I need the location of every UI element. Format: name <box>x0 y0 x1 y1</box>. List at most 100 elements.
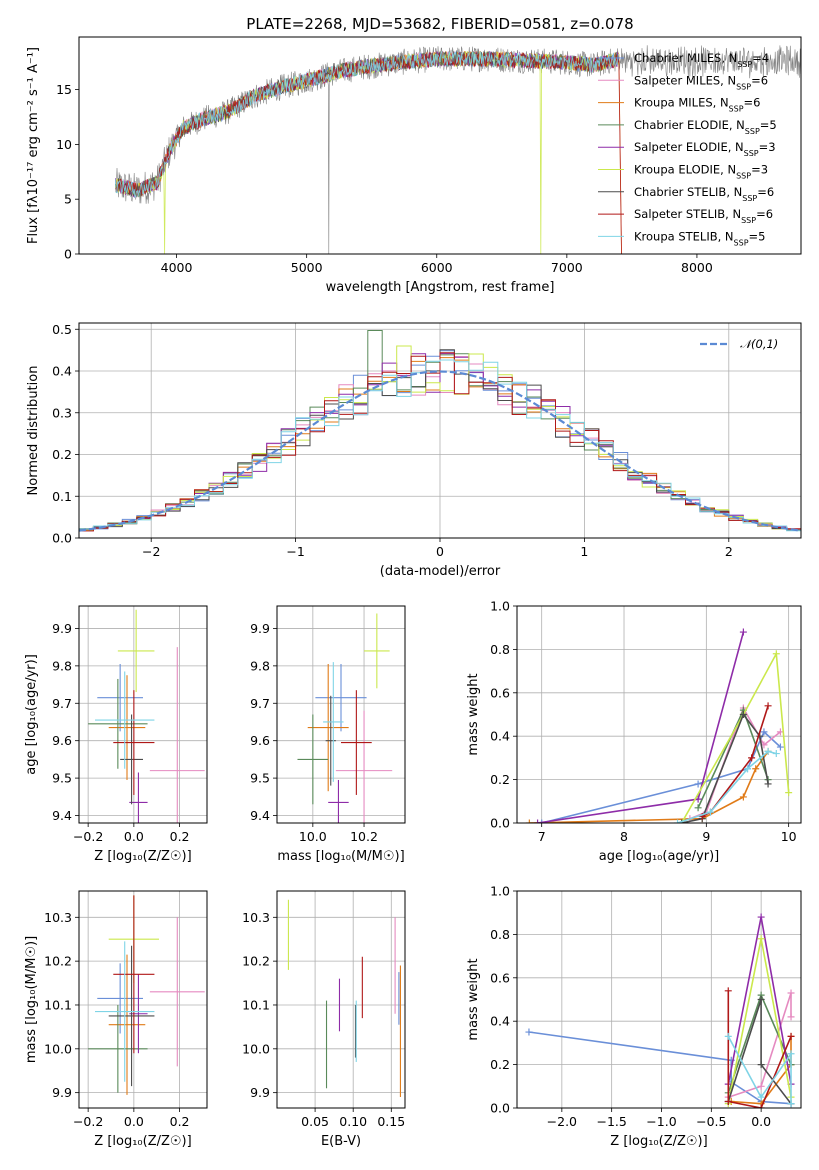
x-tick-label: 0.15 <box>377 1114 405 1129</box>
x-tick-label: −0.2 <box>73 1114 103 1129</box>
x-tick-label: 4000 <box>161 260 193 275</box>
x-axis-label: E(B-V) <box>321 1134 361 1149</box>
x-tick-label: −1 <box>286 544 304 559</box>
y-axis-label: Flux [fλ10⁻¹⁷ erg cm⁻² s⁻¹ A⁻¹] <box>26 47 41 244</box>
age-vs-Z-panel: −0.2 0.0 0.2 9.4 9.5 9.6 9.7 9.8 9.9 Z [log₁₀(Z/Z… <box>24 605 208 864</box>
data-point-marker <box>724 1097 732 1105</box>
data-point-marker <box>757 935 765 943</box>
normal-distribution-curve <box>79 370 801 532</box>
y-tick-label: 9.4 <box>52 808 72 823</box>
y-axis-label: Normed distribution <box>26 366 41 496</box>
y-tick-label: 9.9 <box>250 1085 270 1100</box>
y-tick-label: 9.4 <box>250 808 270 823</box>
x-tick-label: 10.2 <box>350 829 378 844</box>
histograms <box>79 330 801 533</box>
y-tick-label: 0 <box>64 247 72 262</box>
x-tick-label: 6000 <box>421 260 453 275</box>
y-tick-label: 0.2 <box>490 772 510 787</box>
x-tick-label: 9 <box>702 829 710 844</box>
legend-entry: 𝒩(0,1) <box>740 337 778 351</box>
x-tick-label: 0.2 <box>170 829 190 844</box>
legend-entry: Kroupa MILES, NSSP=6 <box>634 96 760 114</box>
x-tick-label: 7000 <box>551 260 583 275</box>
x-tick-label: 0.0 <box>124 1114 144 1129</box>
y-tick-label: 10.0 <box>242 1041 270 1056</box>
data-point-marker <box>757 1082 765 1090</box>
axes-frame <box>78 605 208 824</box>
data-point-marker <box>724 987 732 995</box>
y-tick-label: 5 <box>64 192 72 207</box>
spectrum-lines <box>115 45 801 254</box>
x-tick-label: 8 <box>620 829 628 844</box>
mass-vs-EBV-panel: 0.05 0.10 0.15 9.9 10.0 10.1 10.2 10.3 E(B-V) <box>242 890 406 1149</box>
data-point-marker <box>752 765 760 773</box>
data-point-marker <box>739 793 747 801</box>
x-tick-label: 0.0 <box>751 1114 771 1129</box>
y-tick-label: 1.0 <box>490 599 510 614</box>
y-tick-label: 0.8 <box>490 927 510 942</box>
y-tick-label: 0.8 <box>490 642 510 657</box>
mass-vs-Z-panel: −0.2 0.0 0.2 9.9 10.0 10.1 10.2 10.3 Z [log₁₀(Z/… <box>24 890 208 1149</box>
axes-frame <box>78 322 802 539</box>
weight-series-line <box>727 1036 792 1104</box>
y-tick-label: 10.0 <box>44 1041 72 1056</box>
data-point-marker <box>757 1061 765 1069</box>
weight-series-line <box>701 705 769 818</box>
y-tick-label: 10 <box>56 137 72 152</box>
data-point-marker <box>787 1013 795 1021</box>
y-axis-label: mass [log₁₀(M/M☉)] <box>24 936 39 1063</box>
data-point-marker <box>706 808 714 816</box>
y-tick-label: 0.4 <box>490 729 510 744</box>
y-tick-label: 10.3 <box>44 910 72 925</box>
data-point-marker <box>694 804 702 812</box>
y-tick-label: 0.2 <box>490 1057 510 1072</box>
legend-entry: Salpeter ELODIE, NSSP=3 <box>634 140 776 158</box>
data-point-marker <box>674 819 682 823</box>
data-point-marker <box>772 650 780 658</box>
x-tick-label: 7 <box>538 829 546 844</box>
data-point-marker <box>678 819 686 823</box>
x-tick-label: 5000 <box>291 260 323 275</box>
model-spectrum-line <box>115 50 622 254</box>
y-axis-label: age [log₁₀(age/yr)] <box>24 654 39 775</box>
legend-entry: Salpeter STELIB, NSSP=6 <box>634 207 773 225</box>
y-tick-label: 9.7 <box>250 696 270 711</box>
y-tick-label: 0.3 <box>52 405 72 420</box>
x-axis-label: (data-model)/error <box>380 564 501 579</box>
y-tick-label: 9.7 <box>52 696 72 711</box>
x-tick-label: −1.0 <box>646 1114 676 1129</box>
histogram-step-line <box>79 359 801 532</box>
x-tick-label: −0.5 <box>696 1114 726 1129</box>
y-tick-label: 0.2 <box>52 447 72 462</box>
x-tick-label: 0.0 <box>124 829 144 844</box>
y-tick-label: 0.4 <box>52 364 72 379</box>
data-point-marker <box>739 711 747 718</box>
data-point-marker <box>538 819 546 823</box>
weight-vs-Z-panel: −2.0 −1.5 −1.0 −0.5 0.0 0.0 0.2 0.4 0.6 0.8 1.0 Z [… <box>466 884 802 1149</box>
data-point-marker <box>764 747 772 755</box>
x-tick-label: −2.0 <box>547 1114 577 1129</box>
axes-frame <box>276 890 406 1109</box>
x-axis-label: age [log₁₀(age/yr)] <box>599 849 720 864</box>
x-axis-label: mass [log₁₀(M/M☉)] <box>277 849 404 864</box>
y-tick-label: 1.0 <box>490 884 510 899</box>
error-bars <box>88 895 205 1095</box>
x-tick-label: 0.2 <box>170 1114 190 1129</box>
axes-frame <box>78 890 208 1109</box>
x-axis-label: Z [log₁₀(Z/Z☉)] <box>94 849 191 864</box>
x-axis-label: Z [log₁₀(Z/Z☉)] <box>610 1134 707 1149</box>
error-bars <box>297 613 393 823</box>
data-point-marker <box>525 1028 533 1036</box>
weight-series-line <box>728 992 792 1098</box>
data-point-marker <box>760 728 768 736</box>
data-point-marker <box>757 1104 765 1108</box>
data-point-marker <box>743 765 751 773</box>
spectrum-legend: Chabrier MILES, NSSP=4 Salpeter MILES, NS… <box>598 51 777 247</box>
y-tick-label: 15 <box>56 82 72 97</box>
y-tick-label: 9.8 <box>250 658 270 673</box>
data-point-marker <box>787 1032 795 1040</box>
axes-frame <box>276 605 406 824</box>
y-tick-label: 0.0 <box>490 816 510 831</box>
data-point-marker <box>776 743 784 751</box>
